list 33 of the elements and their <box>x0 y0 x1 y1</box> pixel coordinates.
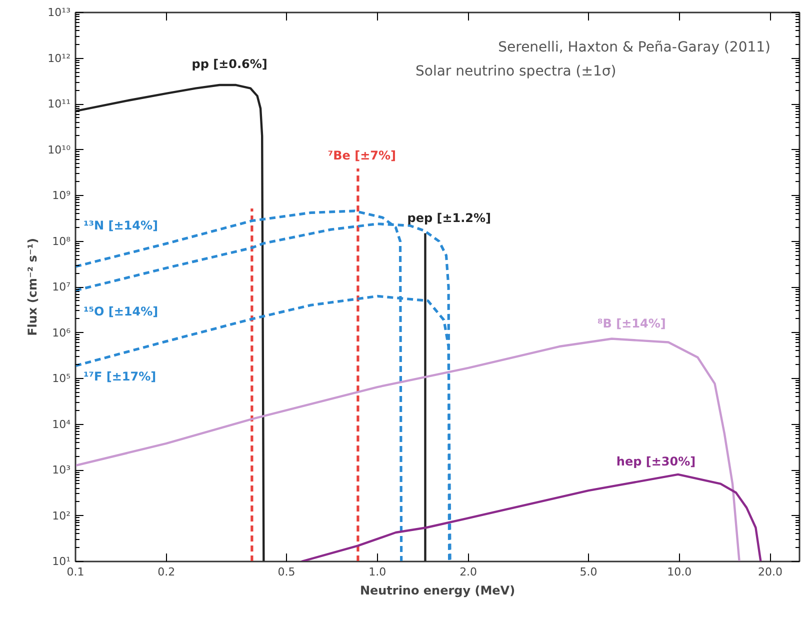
series-label: ¹⁷F [±17%] <box>84 370 156 384</box>
y-tick-label: 10¹³ <box>48 6 71 19</box>
x-axis-title: Neutrino energy (MeV) <box>360 584 516 598</box>
y-tick-label: 10⁶ <box>52 326 72 340</box>
x-tick-label: 1.0 <box>368 566 386 578</box>
series-label: ⁸B [±14%] <box>598 316 666 331</box>
series-label: ¹³N [±14%] <box>84 218 158 233</box>
x-tick-label: 20.0 <box>758 566 782 578</box>
x-tick-label: 10.0 <box>667 566 692 578</box>
series-label: ⁷Be [±7%] <box>328 148 396 162</box>
series-label: ¹⁵O [±14%] <box>84 304 158 318</box>
text: Serenelli, Haxton & Peña-Garay (2011) <box>498 40 771 56</box>
text: Solar neutrino spectra (±1σ) <box>416 64 616 80</box>
y-tick-label: 10⁹ <box>52 189 71 202</box>
y-tick-label: 10¹¹ <box>48 98 71 110</box>
y-tick-label: 10⁷ <box>52 280 71 294</box>
x-tick-label: 0.1 <box>66 566 84 578</box>
y-tick-label: 10² <box>52 509 71 522</box>
y-tick-label: 10¹ <box>52 555 71 568</box>
x-tick-label: 5.0 <box>580 566 598 578</box>
y-tick-label: 10³ <box>52 464 71 476</box>
series-label: hep [±30%] <box>616 454 696 468</box>
x-tick-label: 0.5 <box>278 566 296 578</box>
x-tick-label: 0.2 <box>158 566 176 578</box>
series-label: pp [±0.6%] <box>192 57 268 72</box>
y-tick-label: 10⁵ <box>52 372 71 385</box>
y-tick-label: 10⁸ <box>52 234 72 248</box>
y-tick-label: 10⁴ <box>52 418 72 431</box>
series-label: pep [±1.2%] <box>407 211 492 226</box>
y-tick-label: 10¹⁰ <box>48 143 72 156</box>
y-tick-label: 10¹² <box>48 52 71 65</box>
y-axis-title: Flux (cm⁻² s⁻¹) <box>26 238 40 336</box>
x-tick-label: 2.0 <box>460 566 478 578</box>
